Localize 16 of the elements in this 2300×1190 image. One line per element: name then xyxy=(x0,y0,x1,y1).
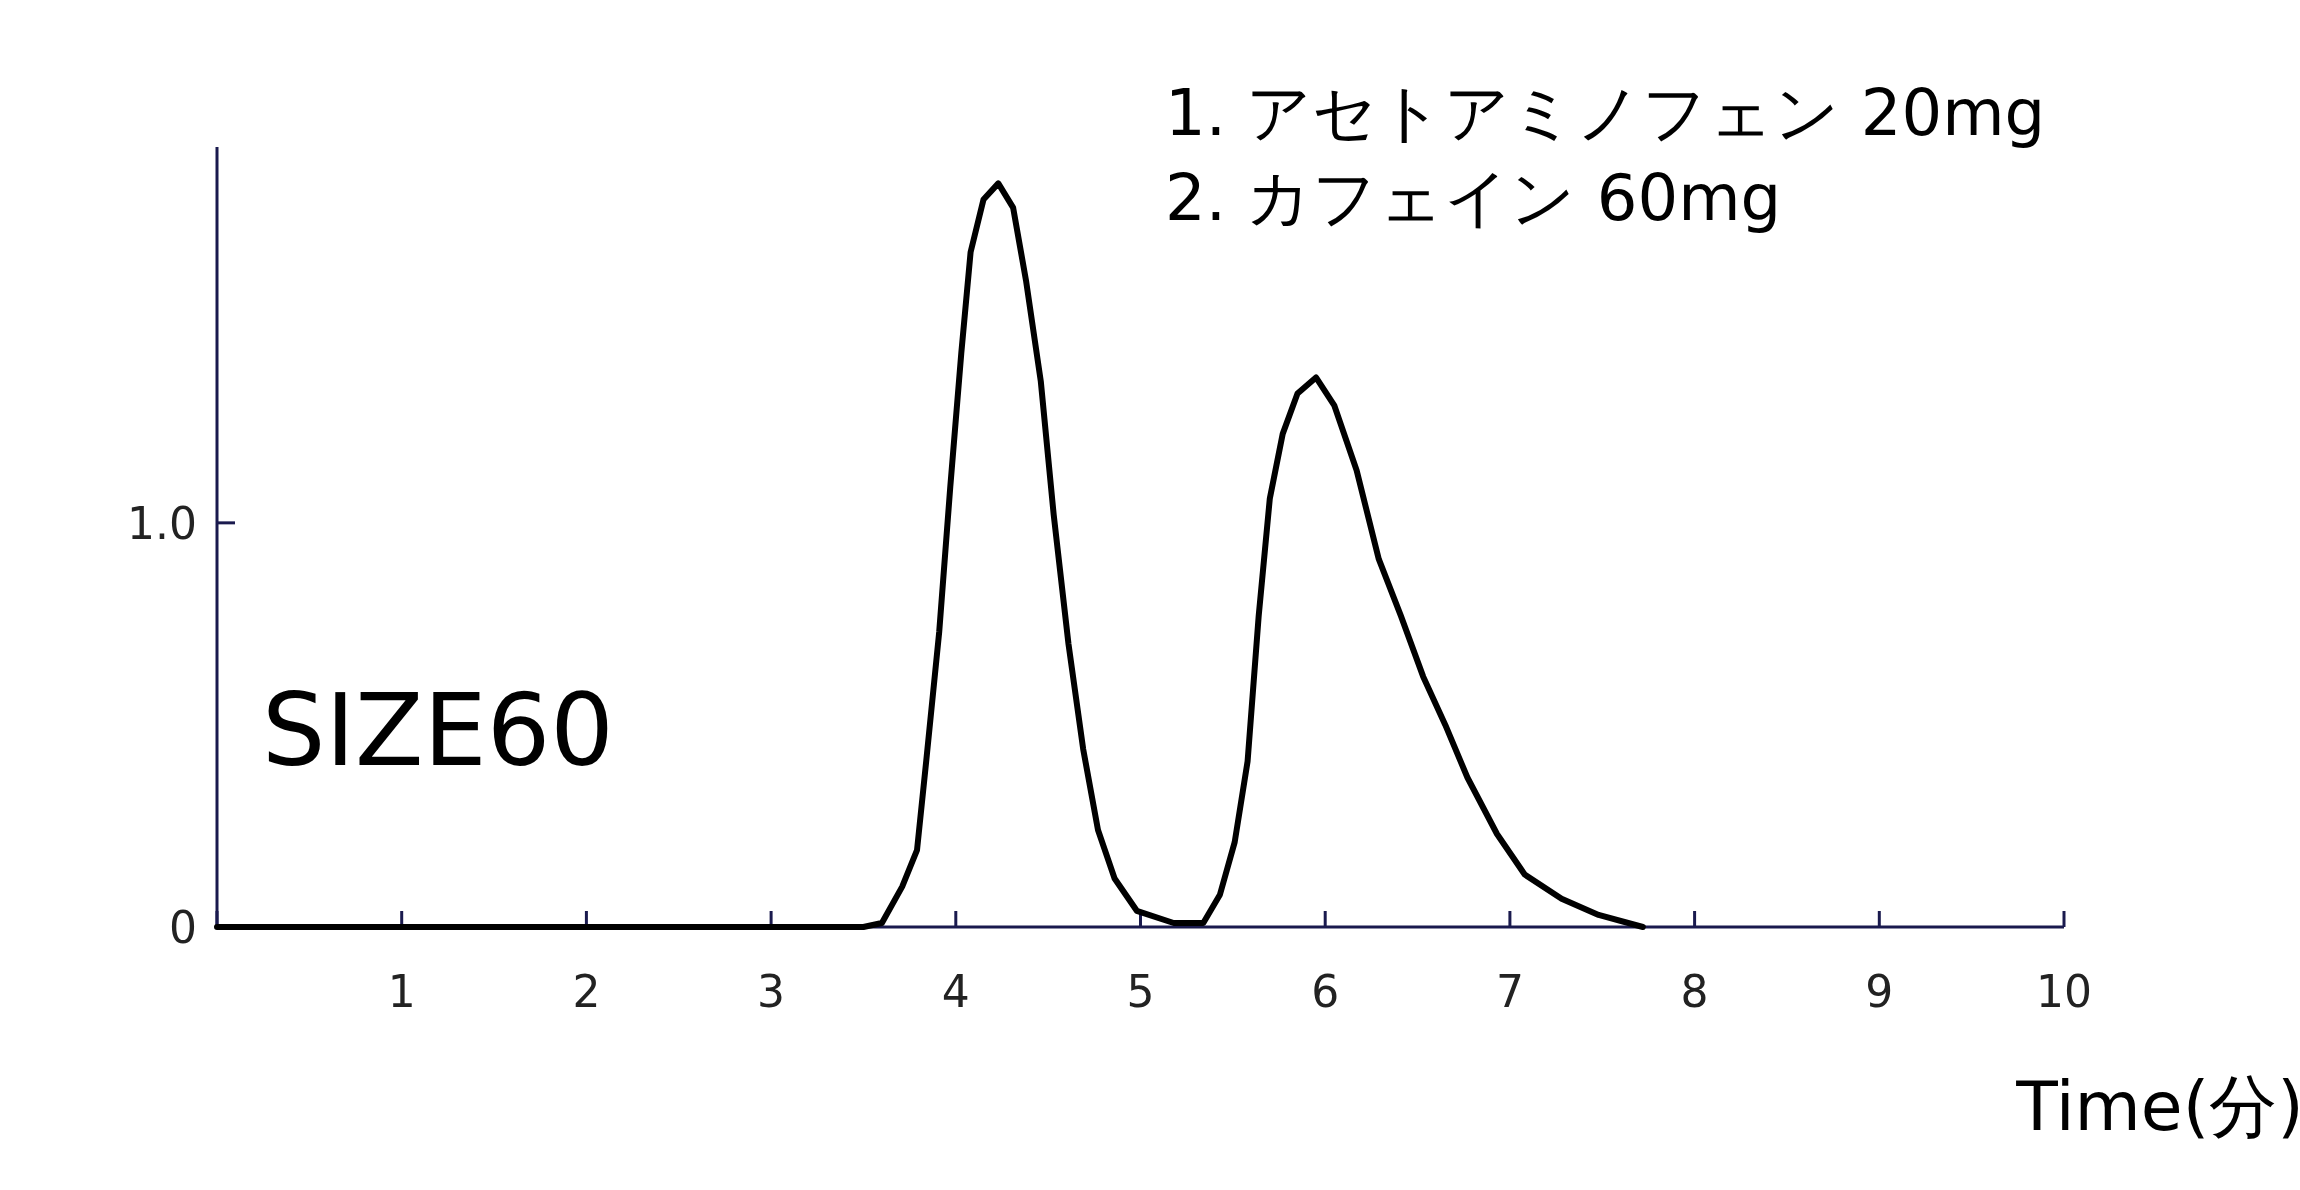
x-tick-label: 10 xyxy=(2036,966,2092,1017)
x-tick-label: 2 xyxy=(572,966,601,1017)
y-tick-label: 1.0 xyxy=(127,497,197,549)
x-tick-label: 8 xyxy=(1680,966,1709,1017)
annotation: 1. アセトアミノフェン 20mg xyxy=(1165,76,2046,150)
annotation: SIZE60 xyxy=(262,672,614,789)
x-tick-label: 4 xyxy=(941,966,970,1017)
x-tick-label: 6 xyxy=(1311,966,1340,1017)
x-tick-label: 5 xyxy=(1126,966,1155,1017)
x-axis-title: Time(分) xyxy=(2015,1067,2300,1146)
y-tick-label: 0 xyxy=(169,902,197,953)
annotation: 2. カフェイン 60mg xyxy=(1165,161,1782,235)
x-tick-label: 9 xyxy=(1865,966,1894,1017)
x-tick-label: 3 xyxy=(757,966,786,1017)
x-tick-label: 7 xyxy=(1495,966,1524,1017)
x-tick-label: 1 xyxy=(387,966,416,1017)
